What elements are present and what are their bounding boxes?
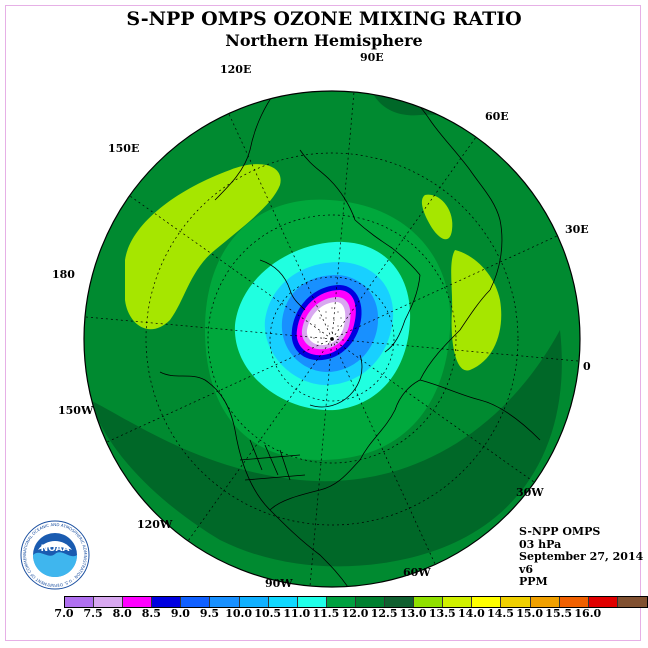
- polar-night-dots: [313, 307, 342, 343]
- meridian-90w: [309, 338, 333, 587]
- colorbar-label: 16.0: [574, 607, 602, 620]
- ozone-field: [84, 91, 580, 587]
- meridian-0: [331, 338, 579, 362]
- map-subtitle: Northern Hemisphere: [225, 31, 423, 50]
- meridian-180: [85, 316, 333, 340]
- colorbar-cell: [94, 597, 124, 607]
- colorbar-cell: [443, 597, 473, 607]
- colorbar-label: 11.0: [283, 607, 311, 620]
- colorbar-label: 9.5: [199, 607, 220, 620]
- colorbar-cell: [501, 597, 531, 607]
- meridian-150w: [106, 338, 333, 443]
- colorbar-cell: [472, 597, 502, 607]
- colorbar-cell: [123, 597, 153, 607]
- meridian-150e: [129, 195, 333, 340]
- lime-patch-pacific: [125, 164, 281, 330]
- lon-label-180: 180: [52, 268, 75, 281]
- colorbar-cell: [617, 597, 647, 607]
- colorbar-cell: [152, 597, 182, 607]
- meridian-120w: [187, 338, 333, 542]
- lat-circle-60: [207, 214, 457, 464]
- info-units: PPM: [519, 575, 548, 588]
- colorbar-cell: [181, 597, 211, 607]
- graticule: [85, 91, 579, 587]
- colorbar-label: 7.0: [54, 607, 74, 620]
- colorbar-label: 10.0: [225, 607, 252, 620]
- colorbar-label: 15.0: [516, 607, 543, 620]
- meridian-120e: [228, 113, 333, 340]
- colorbar-cell: [588, 597, 618, 607]
- info-level: 03 hPa: [519, 537, 562, 551]
- colorbar-cell: [239, 597, 269, 607]
- lon-label-120w: 120W: [137, 518, 173, 531]
- colorbar-cell: [530, 597, 560, 607]
- colorbar-cell: [385, 597, 415, 607]
- colorbar-label: 7.5: [83, 607, 103, 620]
- colorbar-cell: [355, 597, 386, 607]
- lime-patch-europe: [451, 250, 502, 371]
- map-title: S-NPP OMPS OZONE MIXING RATIO: [126, 8, 522, 30]
- colorbar-cell: [210, 597, 240, 607]
- meridian-60e: [331, 136, 477, 340]
- colorbar-label: 9.0: [170, 607, 190, 620]
- colorbar-label: 10.5: [254, 607, 282, 620]
- info-instrument: S-NPP OMPS: [519, 525, 601, 538]
- meridian-90e: [331, 91, 355, 340]
- lon-label-120e: 120E: [220, 63, 251, 76]
- colorbar: [64, 596, 648, 608]
- colorbar-cell: [559, 597, 589, 607]
- colorbar-label: 11.5: [312, 607, 340, 620]
- colorbar-label: 13.5: [428, 607, 456, 620]
- colorbar-cell: [326, 597, 356, 607]
- lon-label-0: 0: [583, 360, 591, 373]
- map-info: S-NPP OMPS 03 hPa September 27, 2014 v6 …: [519, 525, 644, 589]
- lon-label-30e: 30E: [565, 223, 589, 236]
- map-border: [83, 90, 581, 588]
- figure-frame: [5, 5, 641, 641]
- svg-text:NOAA: NOAA: [41, 544, 70, 554]
- colorbar-labels: 7.0 7.5 8.0 8.5 9.0 9.5 10.0 10.5 11.0 11.5 12.0 12…: [0, 607, 648, 621]
- lat-circle-75: [269, 276, 395, 402]
- info-version: v6: [519, 562, 534, 576]
- colorbar-cell: [414, 597, 444, 607]
- colorbar-label: 12.0: [341, 607, 369, 620]
- colorbar-cell: [268, 597, 298, 607]
- colorbar-cell: [65, 597, 95, 607]
- info-date: September 27, 2014: [519, 550, 644, 563]
- colorbar-label: 8.0: [112, 607, 132, 620]
- meridian-60w: [331, 338, 436, 565]
- meridian-30w: [331, 338, 535, 483]
- colorbar-label: 14.5: [487, 607, 514, 620]
- lon-label-30w: 30W: [516, 486, 544, 499]
- colorbar-label: 13.0: [399, 607, 427, 620]
- lon-label-90w: 90W: [265, 577, 293, 590]
- colorbar-label: 14.0: [457, 607, 485, 620]
- lime-patch-scandinavia: [421, 194, 453, 240]
- lon-label-60e: 60E: [485, 110, 509, 123]
- lon-label-150w: 150W: [58, 404, 94, 417]
- lat-circle-45: [145, 152, 519, 526]
- lon-label-150e: 150E: [108, 142, 139, 155]
- colorbar-label: 15.5: [545, 607, 573, 620]
- contour-12-0-south: [90, 330, 562, 567]
- longitude-labels: 90E 60E 30E 0 30W 60W 90W 120W 150W 180 …: [52, 51, 591, 590]
- meridian-30e: [331, 235, 558, 340]
- noaa-logo: NATIONAL OCEANIC AND ATMOSPHERIC ADMINIS…: [20, 520, 90, 590]
- colorbar-label: 12.5: [370, 607, 398, 620]
- colorbar-label: 8.5: [141, 607, 161, 620]
- lon-label-60w: 60W: [403, 566, 431, 579]
- lon-label-90e: 90E: [360, 51, 384, 64]
- colorbar-cell: [297, 597, 327, 607]
